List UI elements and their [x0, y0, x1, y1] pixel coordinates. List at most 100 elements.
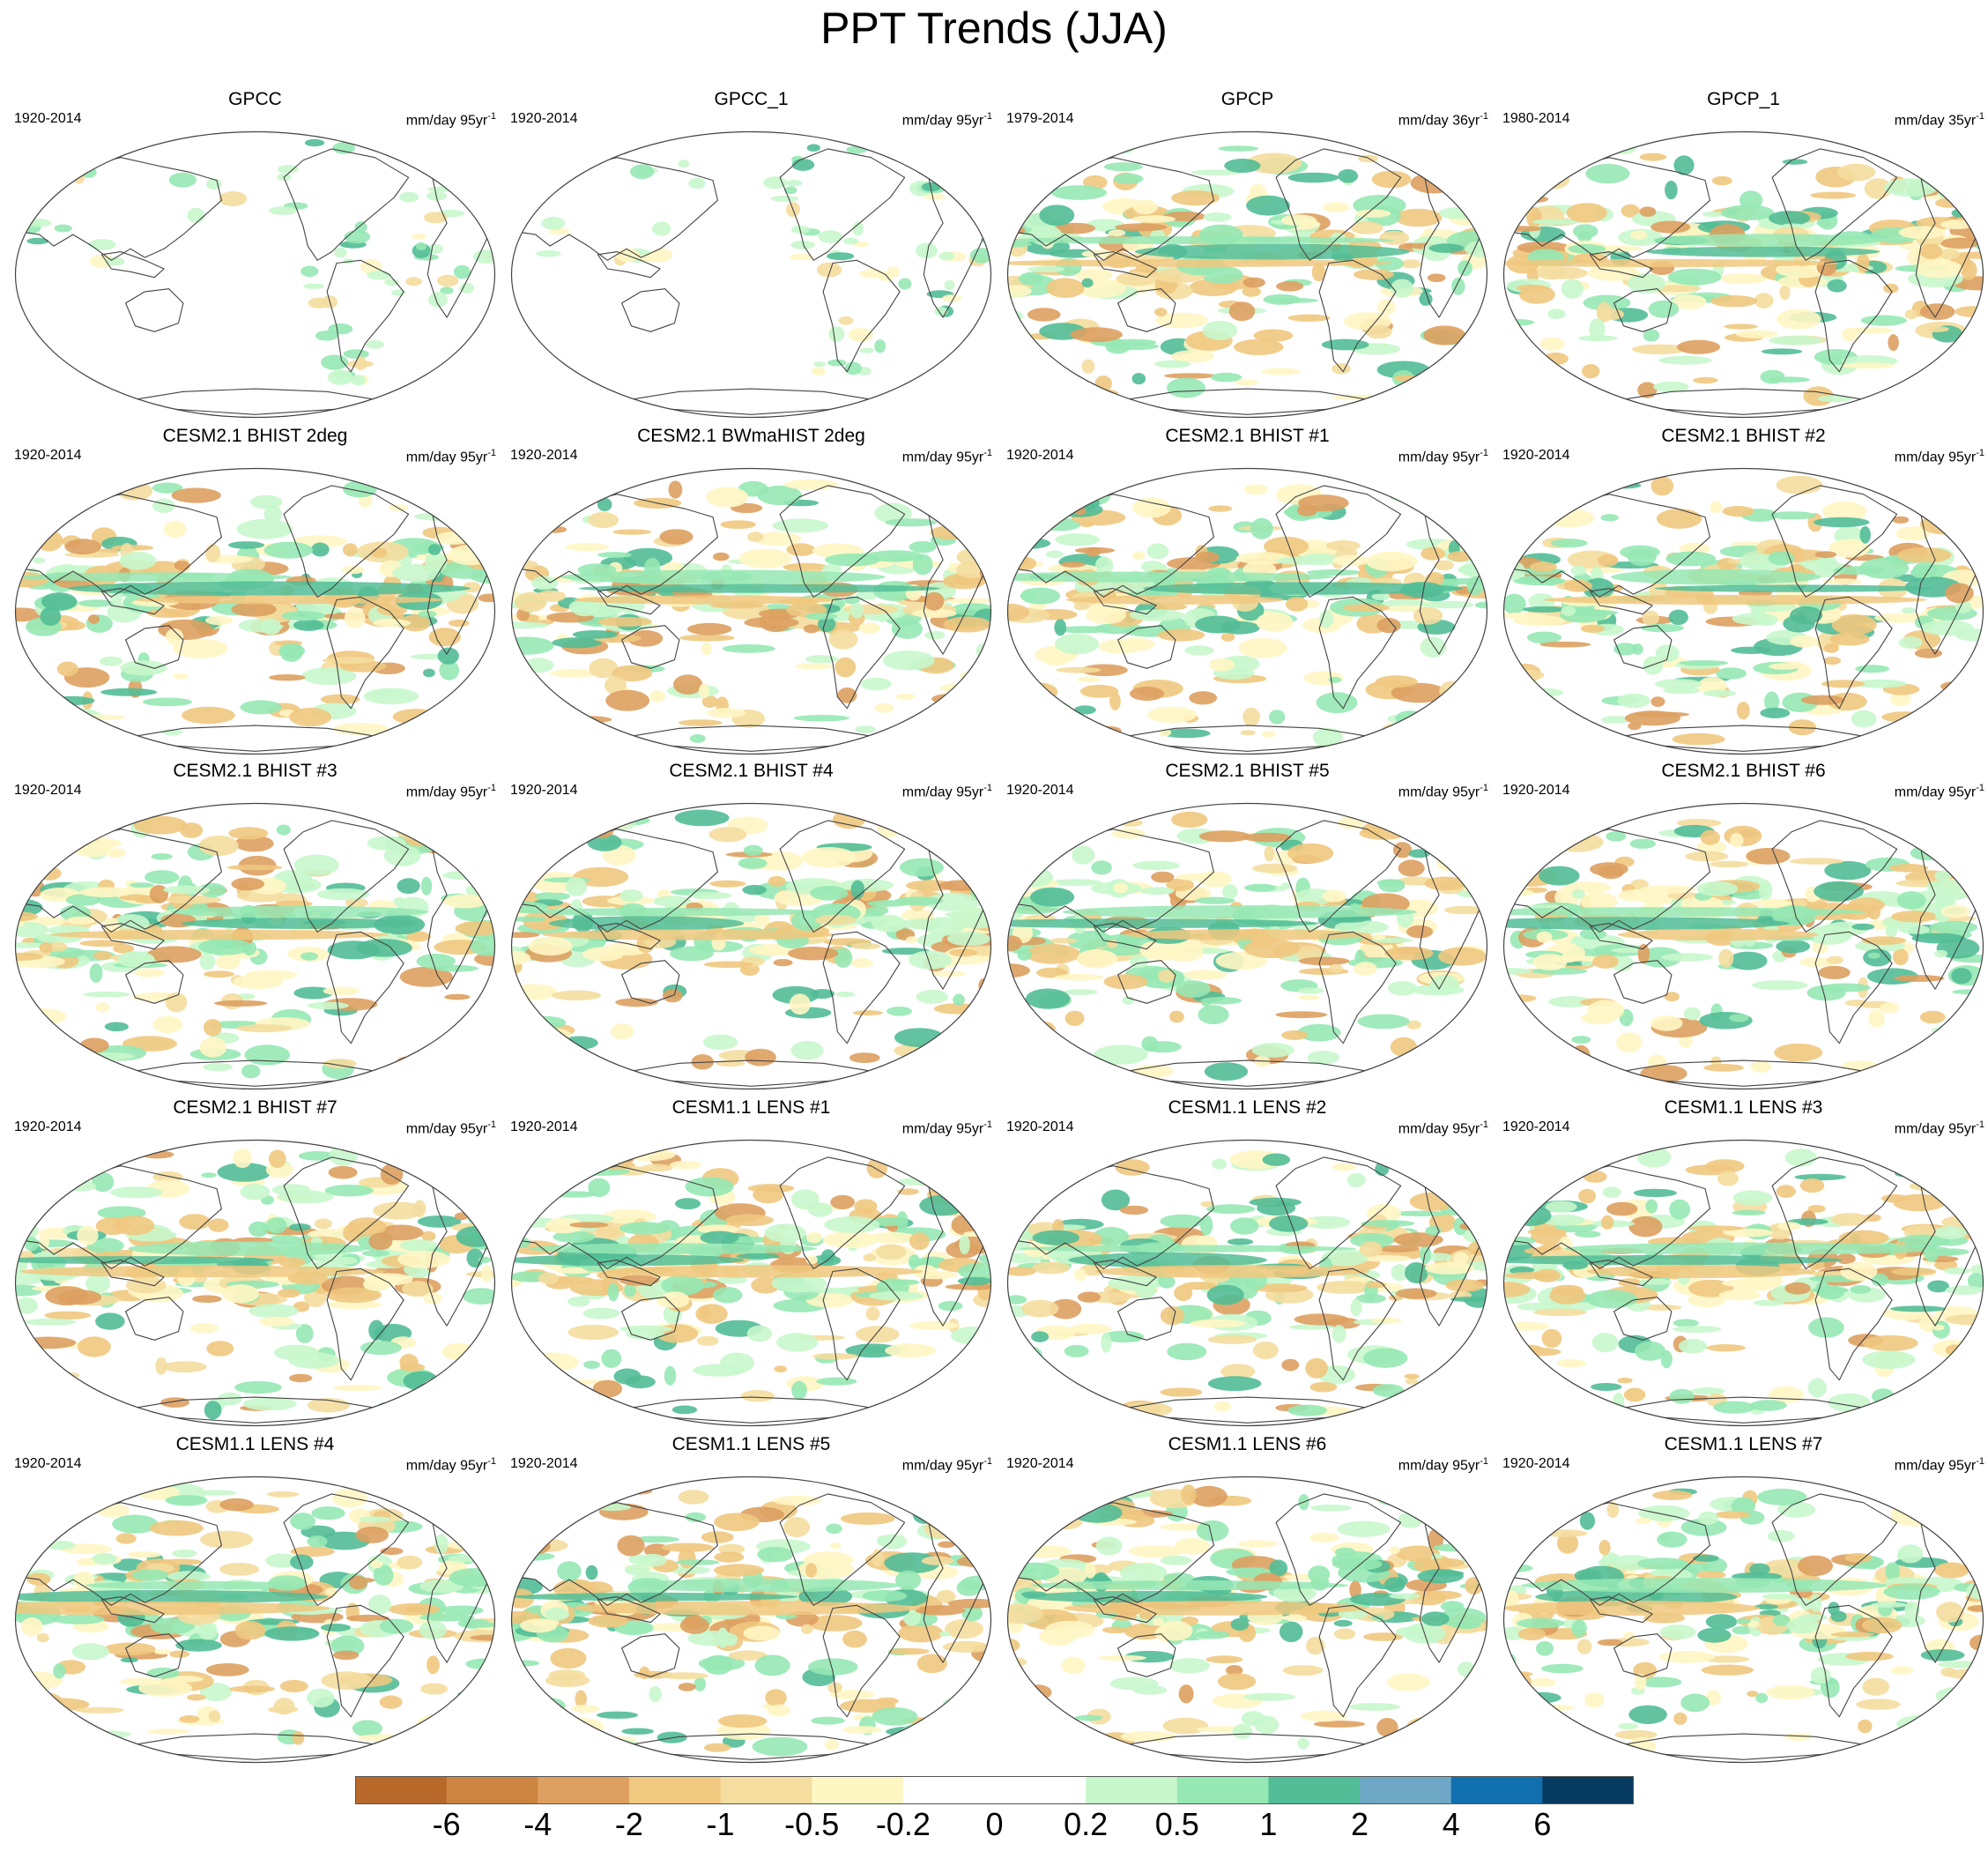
- trend-patch: [50, 720, 80, 733]
- colorbar-tick-label: -6: [433, 1807, 461, 1842]
- trend-patch: [611, 1023, 634, 1039]
- trend-patch: [21, 1617, 43, 1637]
- trend-patch: [1893, 948, 1909, 965]
- trend-patch: [150, 885, 168, 903]
- trend-patch: [1243, 278, 1265, 288]
- trend-patch: [805, 655, 838, 663]
- trend-patch: [94, 479, 115, 489]
- trend-period-label: 95yr: [460, 1121, 487, 1136]
- trend-period-label: 95yr: [460, 450, 487, 465]
- trend-patch: [1650, 1015, 1683, 1030]
- trend-patch: [1091, 860, 1112, 874]
- trend-patch: [1925, 1062, 1955, 1068]
- trend-patch: [1203, 212, 1231, 222]
- trend-patch: [1299, 957, 1350, 966]
- trend-patch: [1508, 1533, 1534, 1540]
- units-label: mm/day: [902, 450, 953, 465]
- trend-patch: [471, 1035, 493, 1048]
- trend-patch: [675, 1198, 701, 1209]
- trend-patch: [709, 881, 746, 888]
- trend-patch: [116, 1533, 137, 1543]
- trend-patch: [1070, 715, 1083, 729]
- trend-patch: [1730, 833, 1743, 847]
- trend-patch: [1924, 824, 1935, 844]
- trend-patch: [1376, 675, 1418, 688]
- trend-patch: [1246, 196, 1290, 216]
- trend-patch: [506, 1552, 554, 1561]
- trend-patch: [457, 1691, 477, 1698]
- trend-patch: [560, 1037, 597, 1050]
- trend-patch: [1649, 301, 1680, 318]
- trend-patch: [1557, 1359, 1586, 1368]
- trend-patch: [362, 1250, 389, 1256]
- trend-patch: [1957, 347, 1988, 353]
- trend-patch: [1054, 619, 1066, 636]
- trend-patch: [1081, 360, 1094, 374]
- trend-patch: [1888, 334, 1898, 351]
- trend-patch: [64, 539, 101, 554]
- trend-patch: [434, 1742, 485, 1755]
- trend-patch: [1063, 1727, 1075, 1734]
- trend-patch: [919, 1195, 965, 1216]
- trend-patch: [1094, 1045, 1147, 1065]
- trend-patch: [639, 1667, 649, 1679]
- trend-patch: [8, 921, 25, 927]
- trend-patch: [1395, 209, 1443, 227]
- trend-patch: [1281, 1030, 1308, 1040]
- trend-patch: [21, 1337, 76, 1349]
- trend-patch: [874, 339, 886, 353]
- trend-patch: [690, 734, 706, 743]
- trend-patch: [679, 160, 690, 167]
- trend-patch: [1163, 1718, 1209, 1735]
- trend-patch: [58, 1407, 83, 1414]
- trend-patch: [701, 643, 712, 656]
- trend-patch: [399, 192, 419, 203]
- trend-patch: [323, 606, 340, 614]
- trend-patch: [274, 1698, 295, 1714]
- trend-patch: [1731, 647, 1772, 654]
- trend-band: [630, 1579, 901, 1592]
- trend-patch: [245, 970, 297, 980]
- trend-patch: [943, 1163, 984, 1178]
- trend-patch: [979, 1254, 993, 1263]
- trend-patch: [953, 994, 965, 1006]
- trend-patch: [947, 479, 985, 487]
- trend-patch: [45, 1541, 76, 1550]
- trend-band: [128, 1241, 367, 1256]
- trend-patch: [1861, 316, 1907, 326]
- trend-patch: [1886, 814, 1941, 835]
- trend-patch: [969, 1719, 999, 1731]
- trend-patch: [248, 1222, 269, 1238]
- trend-patch: [451, 820, 489, 840]
- trend-patch: [542, 217, 566, 230]
- trend-patch: [545, 1608, 569, 1621]
- trend-patch: [545, 1674, 590, 1687]
- trend-patch: [1729, 1014, 1749, 1022]
- trend-patch: [609, 138, 634, 154]
- trend-patch: [1445, 172, 1465, 179]
- trend-patch: [78, 715, 91, 735]
- trend-patch: [57, 662, 78, 677]
- trend-patch: [1955, 833, 1969, 853]
- trend-patch: [503, 1483, 557, 1499]
- trend-patch: [963, 1731, 999, 1749]
- colorbar-tick-label: -4: [523, 1807, 552, 1842]
- trend-patch: [1660, 1624, 1696, 1639]
- trend-patch: [243, 1397, 297, 1410]
- trend-patch: [619, 889, 642, 902]
- trend-patch: [1537, 264, 1567, 279]
- superscript-minus-one: -1: [1480, 1119, 1488, 1130]
- trend-patch: [1963, 1485, 1978, 1500]
- trend-patch: [188, 208, 205, 223]
- trend-patch: [33, 558, 46, 564]
- trend-patch: [1343, 604, 1390, 612]
- trend-patch: [843, 238, 859, 244]
- trend-period-label: 35yr: [1948, 113, 1976, 128]
- trend-patch: [1167, 1343, 1206, 1361]
- trend-patch: [424, 212, 448, 223]
- trend-patch: [679, 1490, 709, 1504]
